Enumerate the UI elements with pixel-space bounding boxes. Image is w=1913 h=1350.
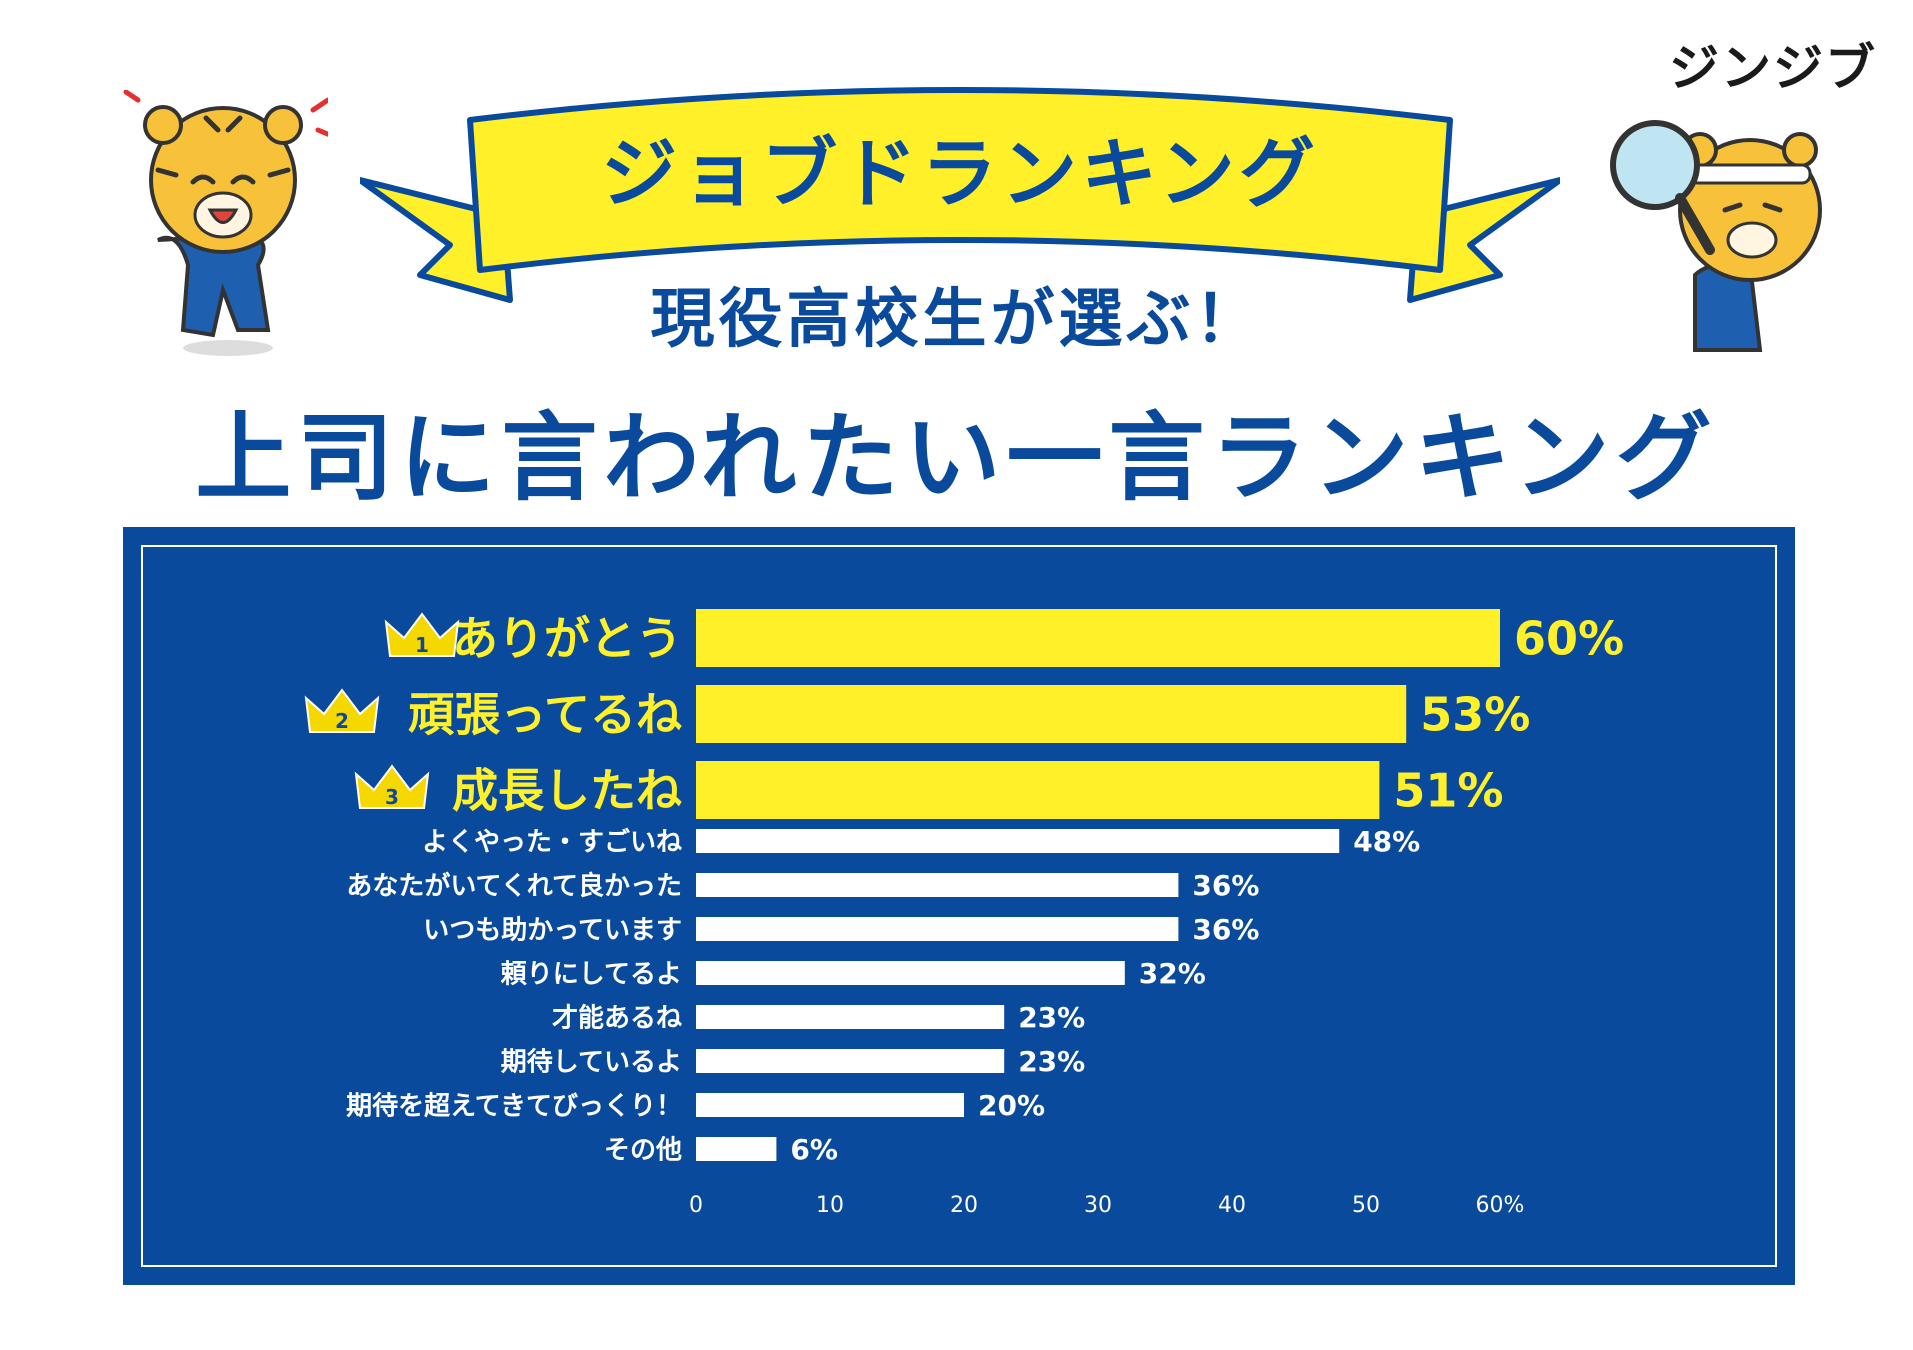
value-label-9: 23% [1018, 1045, 1085, 1078]
chart-panel-border [141, 545, 1777, 1267]
value-label-4: 48% [1353, 825, 1420, 858]
category-label-5: あなたがいてくれて良かった [346, 870, 682, 901]
bar-7 [696, 961, 1125, 985]
value-label-1: 60% [1514, 612, 1624, 666]
rank-number-3: 3 [385, 785, 399, 809]
bar-5 [696, 873, 1179, 897]
category-label-1: ありがとう [452, 612, 682, 666]
bar-1 [696, 609, 1500, 667]
tiger-mascot-magnifier [1610, 120, 1822, 352]
bar-10 [696, 1093, 964, 1117]
x-tick-0: 0 [689, 1193, 703, 1218]
category-label-3: 成長したね [452, 764, 682, 818]
crown-icon-2 [304, 688, 380, 733]
value-label-10: 20% [978, 1089, 1045, 1122]
category-label-11: その他 [604, 1135, 682, 1165]
rank-number-1: 1 [415, 633, 429, 657]
bar-chart: ありがとう 60% 1 頑張ってるね 53% 2 成長したね 51% 3 よくやった・すごいね 48… [304, 609, 1624, 1218]
page-subtitle: 現役高校生が選ぶ！ [650, 283, 1263, 357]
bar-6 [696, 917, 1179, 941]
x-tick-30: 30 [1084, 1193, 1112, 1218]
value-label-11: 6% [790, 1133, 838, 1166]
category-label-7: 頼りにしてるよ [501, 959, 682, 989]
ranking-banner: ジョブドランキング [360, 87, 1560, 303]
x-tick-60: 60% [1476, 1193, 1525, 1218]
bar-9 [696, 1049, 1005, 1073]
brand-logo: ジンジブ [1669, 39, 1877, 97]
category-label-4: よくやった・すごいね [422, 826, 682, 857]
value-label-5: 36% [1192, 869, 1259, 902]
bar-8 [696, 1005, 1005, 1029]
category-label-6: いつも助かっています [423, 915, 682, 945]
x-tick-40: 40 [1218, 1193, 1246, 1218]
x-tick-50: 50 [1352, 1193, 1380, 1218]
value-label-2: 53% [1420, 688, 1530, 742]
value-label-6: 36% [1192, 913, 1259, 946]
category-label-8: 才能あるね [552, 1002, 682, 1033]
x-tick-10: 10 [816, 1193, 844, 1218]
x-tick-20: 20 [950, 1193, 978, 1218]
crown-icon-1 [384, 612, 460, 657]
category-label-9: 期待しているよ [501, 1047, 682, 1077]
category-label-2: 頑張ってるね [408, 688, 682, 742]
tiger-mascot-cheering [123, 90, 328, 356]
rank-number-2: 2 [335, 709, 349, 733]
page-title: 上司に言われたい一言ランキング [195, 402, 1718, 514]
value-label-8: 23% [1018, 1001, 1085, 1034]
bar-3 [696, 761, 1380, 819]
banner-text: ジョブドランキング [601, 129, 1319, 218]
banner-ribbon [467, 87, 1453, 273]
category-label-10: 期待を超えてきてびっくり！ [346, 1091, 682, 1121]
bar-4 [696, 829, 1340, 853]
chart-panel: ありがとう 60% 1 頑張ってるね 53% 2 成長したね 51% 3 よくやった・すごいね 48… [123, 527, 1795, 1285]
value-label-3: 51% [1393, 764, 1503, 818]
bar-11 [696, 1137, 777, 1161]
value-label-7: 32% [1139, 957, 1206, 990]
crown-icon-3 [354, 764, 430, 809]
bar-2 [696, 685, 1407, 743]
